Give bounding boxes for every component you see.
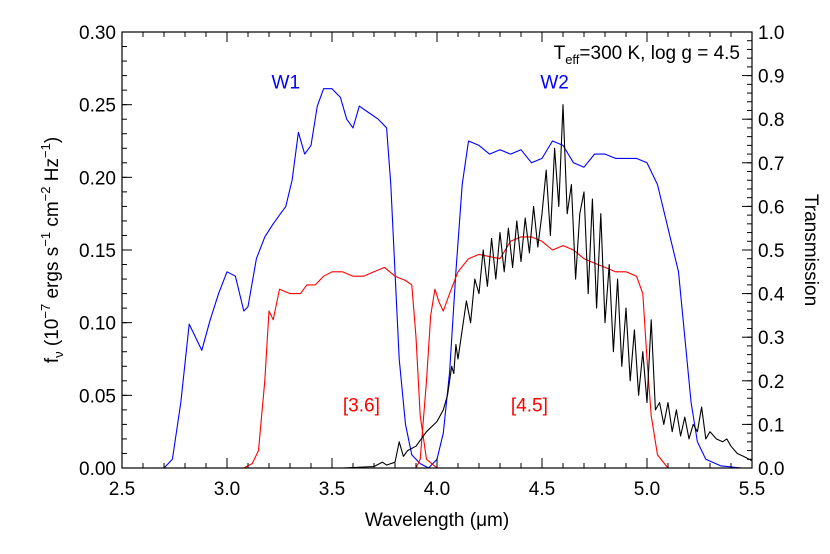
ylabel-mid3: Hz	[42, 158, 63, 187]
x-tick-label: 4.0	[424, 479, 450, 500]
series-line-4-5	[415, 236, 669, 469]
y-tick-label: 0.00	[79, 459, 116, 480]
series-layer	[143, 88, 753, 469]
chart-annotation: Teff=300 K, log g = 4.5	[554, 43, 740, 67]
y-tick-label: 0.15	[79, 241, 116, 262]
ylabel-exp1: −7	[38, 304, 53, 319]
series-label-w2: W2	[540, 73, 569, 94]
ticks-layer	[121, 31, 753, 469]
annotation-subscript: eff	[565, 52, 580, 67]
ylabel-exp2: −1	[38, 232, 53, 247]
annotation-prefix: T	[554, 43, 566, 64]
ylabel-exp3: −2	[38, 187, 53, 202]
x-tick-label: 5.0	[634, 479, 660, 500]
y2-tick-label: 0.8	[758, 110, 784, 131]
series-label-w1: W1	[272, 73, 301, 94]
y2-axis-title: Transmission	[800, 194, 821, 306]
series-line-3-6	[227, 266, 438, 469]
y-tick-label: 0.25	[79, 96, 116, 117]
annotation-rest: =300 K, log g = 4.5	[579, 43, 740, 64]
y-tick-label: 0.30	[79, 23, 116, 44]
x-axis-title: Wavelength (μm)	[365, 510, 509, 531]
x-tick-label: 2.5	[109, 479, 135, 500]
series-line-spectrum	[342, 104, 753, 469]
y2-tick-label: 0.0	[758, 459, 784, 480]
y-tick-label: 0.10	[79, 314, 116, 335]
ylabel-end: )	[42, 137, 63, 143]
y-tick-label: 0.20	[79, 168, 116, 189]
y2-tick-label: 0.3	[758, 328, 784, 349]
x-tick-label: 3.0	[214, 479, 240, 500]
series-line-w1	[143, 88, 429, 469]
series-label-3-6: [3.6]	[343, 395, 380, 416]
y2-tick-label: 0.1	[758, 415, 784, 436]
y2-tick-label: 0.6	[758, 197, 784, 218]
y2-tick-label: 0.5	[758, 241, 784, 262]
y2-tick-label: 0.4	[758, 285, 785, 306]
ylabel-mid1: ergs s	[42, 247, 63, 304]
ylabel-sub: ν	[51, 351, 66, 358]
y-axis-title: fν (10−7 ergs s−1 cm−2 Hz−1)	[38, 137, 66, 363]
x-tick-label: 3.5	[319, 479, 345, 500]
y2-tick-label: 0.2	[758, 372, 784, 393]
series-line-w2	[428, 140, 742, 469]
ylabel-mid2: cm	[42, 201, 63, 232]
ylabel-exp4: −1	[38, 143, 53, 158]
plot-frame	[121, 31, 753, 469]
x-tick-label: 5.5	[739, 479, 765, 500]
y2-tick-label: 0.7	[758, 154, 784, 175]
y2-tick-label: 1.0	[758, 23, 784, 44]
y-tick-label: 0.05	[79, 386, 116, 407]
y2-tick-label: 0.9	[758, 67, 784, 88]
x-tick-label: 4.5	[529, 479, 555, 500]
labels-layer: 2.5 3.0 3.5 4.0 4.5 5.0 5.5 0.00 0.05 0.10 0.15 0.2…	[79, 23, 785, 500]
ylabel-main: f	[42, 357, 63, 363]
ylabel-text: (10	[42, 319, 63, 352]
series-label-4-5: [4.5]	[511, 395, 548, 416]
